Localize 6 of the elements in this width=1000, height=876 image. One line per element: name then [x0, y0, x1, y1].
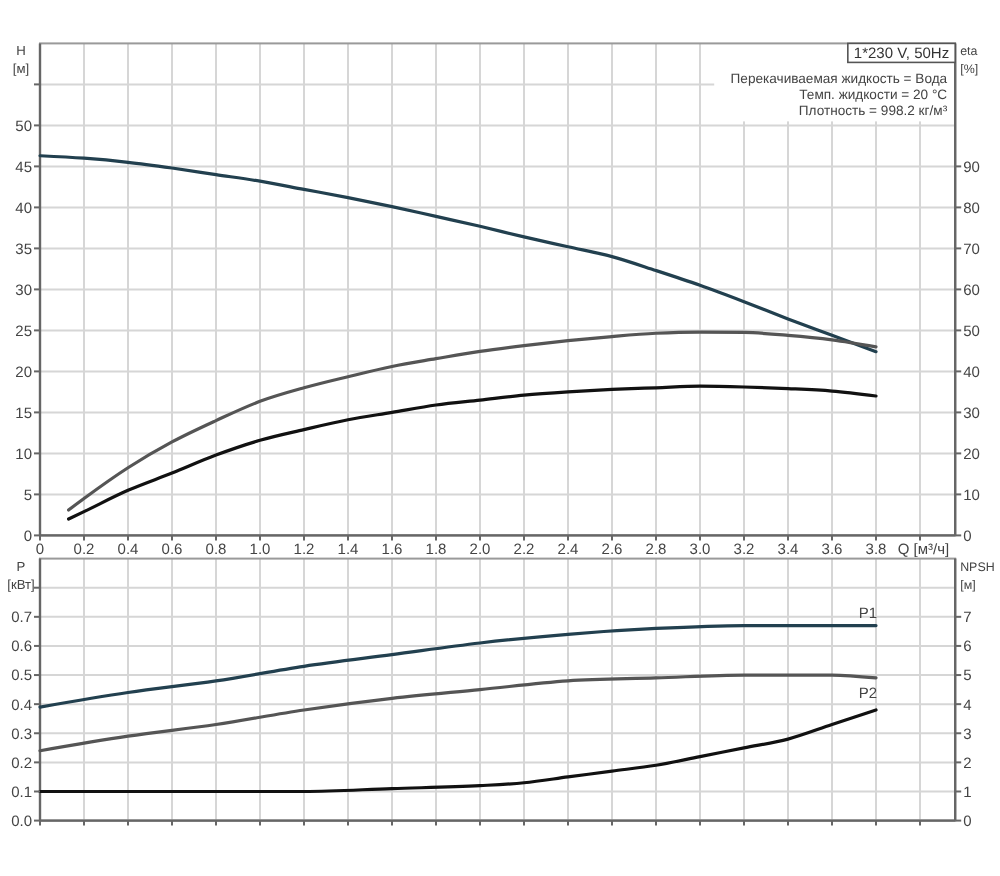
line-series — [38, 623, 878, 709]
line-series — [38, 673, 878, 753]
line-series — [38, 154, 878, 354]
line-series — [67, 330, 878, 512]
line-series — [38, 708, 878, 794]
line-series — [67, 384, 878, 521]
